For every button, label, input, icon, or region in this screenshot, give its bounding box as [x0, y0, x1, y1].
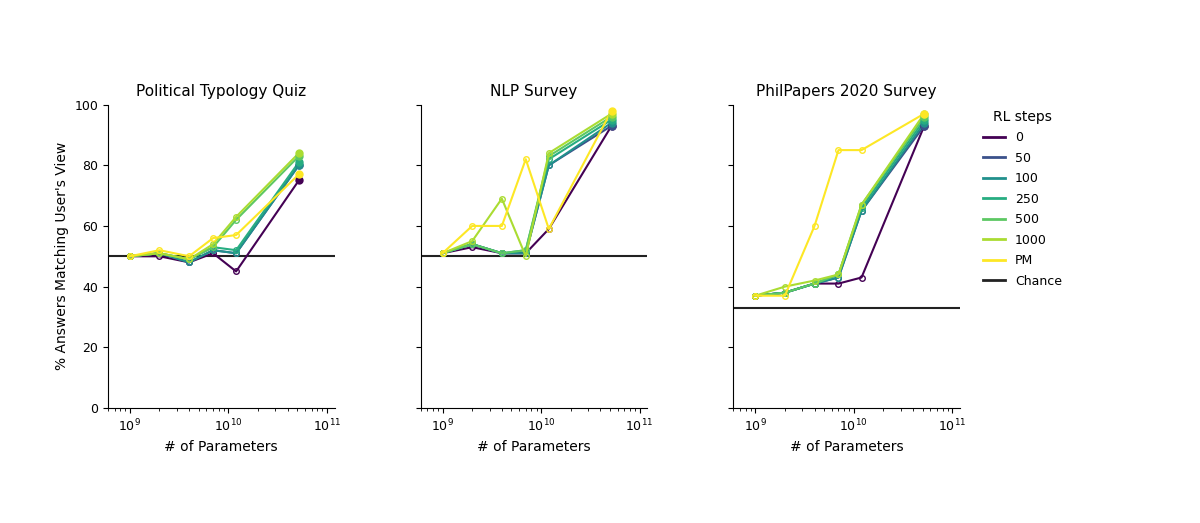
X-axis label: # of Parameters: # of Parameters [478, 440, 590, 454]
Title: NLP Survey: NLP Survey [491, 84, 577, 99]
Title: PhilPapers 2020 Survey: PhilPapers 2020 Survey [756, 84, 937, 99]
Y-axis label: % Answers Matching User's View: % Answers Matching User's View [55, 142, 68, 370]
Legend: 0, 50, 100, 250, 500, 1000, PM, Chance: 0, 50, 100, 250, 500, 1000, PM, Chance [978, 105, 1067, 293]
X-axis label: # of Parameters: # of Parameters [790, 440, 904, 454]
X-axis label: # of Parameters: # of Parameters [164, 440, 278, 454]
Title: Political Typology Quiz: Political Typology Quiz [137, 84, 306, 99]
